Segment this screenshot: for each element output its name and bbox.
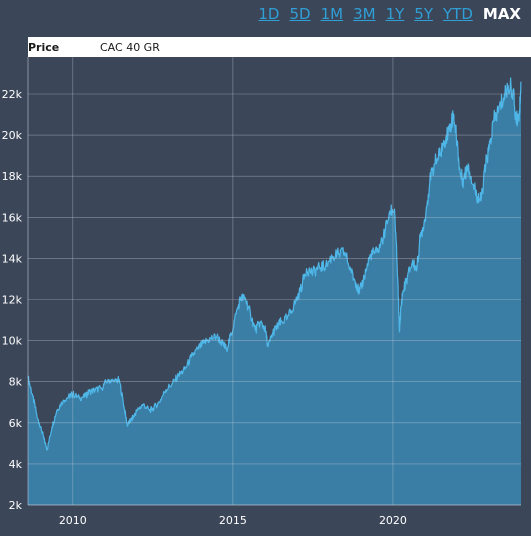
range-button-max[interactable]: MAX bbox=[482, 5, 521, 23]
series-legend-label: CAC 40 GR bbox=[100, 41, 160, 54]
x-tick-label: 2015 bbox=[219, 514, 247, 527]
series-area-cac-40-gr bbox=[28, 78, 521, 505]
y-tick-label: 6k bbox=[9, 417, 23, 430]
range-button-1m[interactable]: 1M bbox=[320, 5, 344, 23]
range-button-3m[interactable]: 3M bbox=[353, 5, 376, 23]
range-button-5y[interactable]: 5Y bbox=[414, 5, 433, 23]
y-tick-label: 16k bbox=[2, 211, 23, 224]
y-tick-label: 8k bbox=[9, 376, 23, 389]
y-tick-label: 4k bbox=[9, 458, 23, 471]
range-selector: 1D 5D 1M 3M 1Y 5Y YTD MAX bbox=[258, 4, 521, 24]
series-line-cac-40-gr bbox=[27, 77, 522, 451]
y-tick-label: 2k bbox=[9, 499, 23, 512]
range-button-5d[interactable]: 5D bbox=[289, 5, 311, 23]
y-tick-label: 20k bbox=[2, 129, 23, 142]
y-tick-label: 18k bbox=[2, 170, 23, 183]
range-button-1y[interactable]: 1Y bbox=[385, 5, 405, 23]
y-tick-label: 10k bbox=[2, 335, 23, 348]
y-tick-label: 12k bbox=[2, 293, 23, 306]
x-tick-label: 2010 bbox=[59, 514, 87, 527]
chart-header bbox=[28, 37, 531, 57]
x-tick-label: 2020 bbox=[379, 514, 407, 527]
axes: 2k 4k 6k 8k 10k 12k 14k 16k 18k 20k 22k 2010 2015 202… bbox=[2, 57, 521, 527]
chart-title: Price bbox=[28, 41, 59, 54]
y-tick-label: 22k bbox=[2, 88, 23, 101]
y-tick-label: 14k bbox=[2, 252, 23, 265]
plot-area bbox=[27, 57, 522, 505]
range-button-1d[interactable]: 1D bbox=[258, 5, 280, 23]
range-button-ytd[interactable]: YTD bbox=[443, 5, 473, 23]
